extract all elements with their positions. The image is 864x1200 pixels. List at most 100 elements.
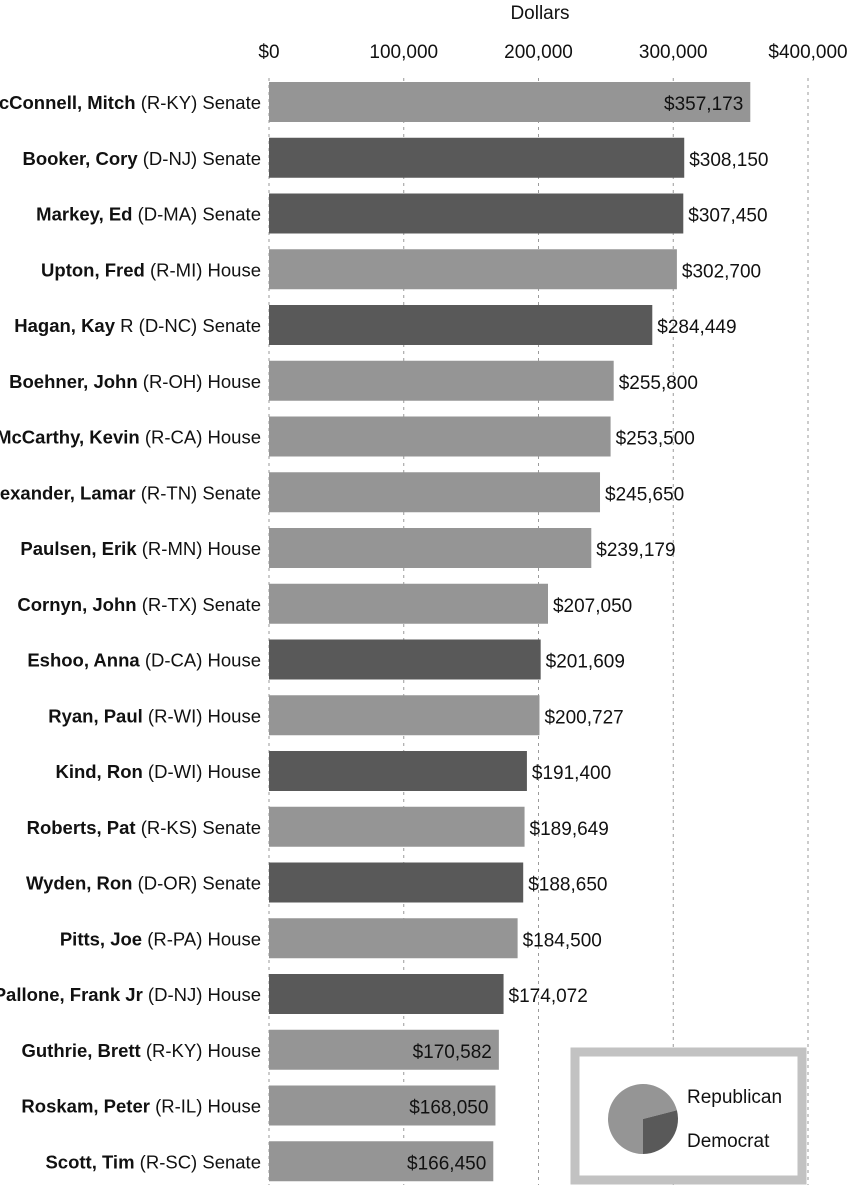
- legend-entry-label: Republican: [687, 1087, 782, 1108]
- data-label: $284,449: [657, 317, 736, 338]
- bar: [269, 82, 751, 122]
- category-label: Ryan, Paul (R-WI) House: [48, 705, 261, 726]
- member-detail: R (D-NC) Senate: [115, 315, 261, 336]
- bar: [269, 193, 684, 234]
- category-label: Roberts, Pat (R-KS) Senate: [27, 817, 261, 838]
- category-label: Kind, Ron (D-WI) House: [55, 761, 261, 782]
- member-detail: (D-CA) House: [140, 650, 261, 671]
- legend: Republican Democrat: [570, 1047, 807, 1185]
- data-label: $189,649: [530, 819, 609, 840]
- bar: [269, 639, 541, 680]
- member-detail: (R-KY) House: [141, 1040, 261, 1061]
- bar: [269, 974, 504, 1014]
- data-label: $166,450: [407, 1153, 486, 1174]
- x-axis-ticks: $0 100,000 200,000 300,000 $400,000: [258, 42, 847, 63]
- bar: [269, 137, 685, 178]
- data-label: $200,727: [544, 707, 623, 728]
- legend-slice-republican: [608, 1084, 677, 1154]
- legend-slice-democrat: [643, 1110, 678, 1154]
- member-name: Pallone, Frank Jr: [0, 984, 143, 1005]
- category-label: Alexander, Lamar (R-TN) Senate: [0, 482, 261, 503]
- member-name: Eshoo, Anna: [27, 650, 140, 671]
- member-name: Kind, Ron: [55, 761, 142, 782]
- member-name: Upton, Fred: [41, 259, 145, 280]
- data-label: $307,450: [688, 206, 767, 227]
- bar: [269, 918, 518, 959]
- member-name: Hagan, Kay: [14, 315, 115, 336]
- category-label: Paulsen, Erik (R-MN) House: [20, 538, 261, 559]
- category-label: Hagan, Kay R (D-NC) Senate: [14, 315, 261, 336]
- bar: [269, 751, 527, 791]
- data-label: $253,500: [616, 429, 695, 450]
- data-labels: $357,173 $308,150 $307,450 $302,700 $284,449…: [407, 94, 768, 1174]
- category-label: Scott, Tim (R-SC) Senate: [45, 1151, 261, 1172]
- member-name: Roberts, Pat: [27, 817, 136, 838]
- category-label: McCarthy, Kevin (R-CA) House: [0, 427, 261, 448]
- category-labels: McConnell, Mitch (R-KY) Senate Booker, Co…: [0, 92, 261, 1172]
- bar: [269, 416, 611, 457]
- member-detail: (D-OR) Senate: [132, 873, 261, 894]
- data-label: $255,800: [619, 373, 698, 394]
- member-detail: (R-IL) House: [150, 1096, 261, 1117]
- data-label: $308,150: [689, 150, 768, 171]
- bar: [269, 249, 677, 290]
- member-detail: (R-SC) Senate: [135, 1151, 261, 1172]
- x-axis-title: Dollars: [510, 3, 569, 24]
- bar: [269, 305, 653, 345]
- member-name: Booker, Cory: [22, 148, 138, 169]
- bar: [269, 528, 592, 568]
- member-detail: (R-MI) House: [145, 259, 261, 280]
- legend-entry-label: Democrat: [687, 1131, 770, 1152]
- member-name: McCarthy, Kevin: [0, 427, 140, 448]
- x-tick-label: 200,000: [504, 42, 573, 63]
- data-label: $239,179: [596, 540, 675, 561]
- bar: [269, 360, 614, 401]
- member-name: Scott, Tim: [45, 1151, 134, 1172]
- data-label: $174,072: [509, 986, 588, 1007]
- x-tick-label: 100,000: [369, 42, 438, 63]
- category-label: Roskam, Peter (R-IL) House: [21, 1096, 261, 1117]
- member-detail: (D-WI) House: [143, 761, 261, 782]
- data-label: $170,582: [413, 1042, 492, 1063]
- category-label: Upton, Fred (R-MI) House: [41, 259, 261, 280]
- data-label: $302,700: [682, 261, 761, 282]
- member-name: Ryan, Paul: [48, 705, 143, 726]
- member-detail: (D-MA) Senate: [132, 204, 261, 225]
- member-detail: (D-NJ) Senate: [138, 148, 261, 169]
- data-label: $207,050: [553, 596, 632, 617]
- member-detail: (R-TN) Senate: [136, 482, 261, 503]
- bar: [269, 583, 548, 624]
- bars: [269, 82, 751, 1182]
- member-detail: (R-OH) House: [138, 371, 261, 392]
- x-tick-label: $0: [258, 42, 279, 63]
- category-label: Cornyn, John (R-TX) Senate: [17, 594, 261, 615]
- member-name: Wyden, Ron: [26, 873, 133, 894]
- bar: [269, 806, 525, 847]
- member-detail: (R-KY) Senate: [136, 92, 261, 113]
- bar: [269, 472, 601, 513]
- member-name: Pitts, Joe: [60, 928, 142, 949]
- member-name: Alexander, Lamar: [0, 482, 136, 503]
- x-tick-label: $400,000: [768, 42, 847, 63]
- member-detail: (R-PA) House: [142, 928, 261, 949]
- category-label: Eshoo, Anna (D-CA) House: [27, 650, 261, 671]
- bar: [269, 862, 524, 903]
- data-label: $184,500: [523, 930, 602, 951]
- bar: [269, 1141, 494, 1182]
- data-label: $188,650: [528, 875, 607, 896]
- bar: [269, 1085, 496, 1126]
- x-tick-label: 300,000: [639, 42, 708, 63]
- category-label: Booker, Cory (D-NJ) Senate: [22, 148, 261, 169]
- member-detail: (R-CA) House: [140, 427, 261, 448]
- member-detail: (R-MN) House: [137, 538, 261, 559]
- member-name: Boehner, John: [9, 371, 138, 392]
- category-label: Wyden, Ron (D-OR) Senate: [26, 873, 261, 894]
- data-label: $357,173: [664, 94, 743, 115]
- category-label: Pallone, Frank Jr (D-NJ) House: [0, 984, 261, 1005]
- category-label: Boehner, John (R-OH) House: [9, 371, 261, 392]
- bar: [269, 695, 540, 736]
- category-label: Markey, Ed (D-MA) Senate: [36, 204, 261, 225]
- bar: [269, 1029, 499, 1070]
- data-label: $191,400: [532, 763, 611, 784]
